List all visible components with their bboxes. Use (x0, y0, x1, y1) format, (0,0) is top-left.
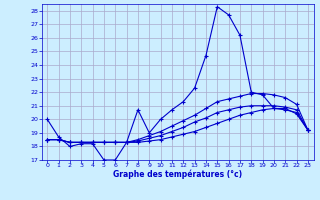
X-axis label: Graphe des températures (°c): Graphe des températures (°c) (113, 170, 242, 179)
